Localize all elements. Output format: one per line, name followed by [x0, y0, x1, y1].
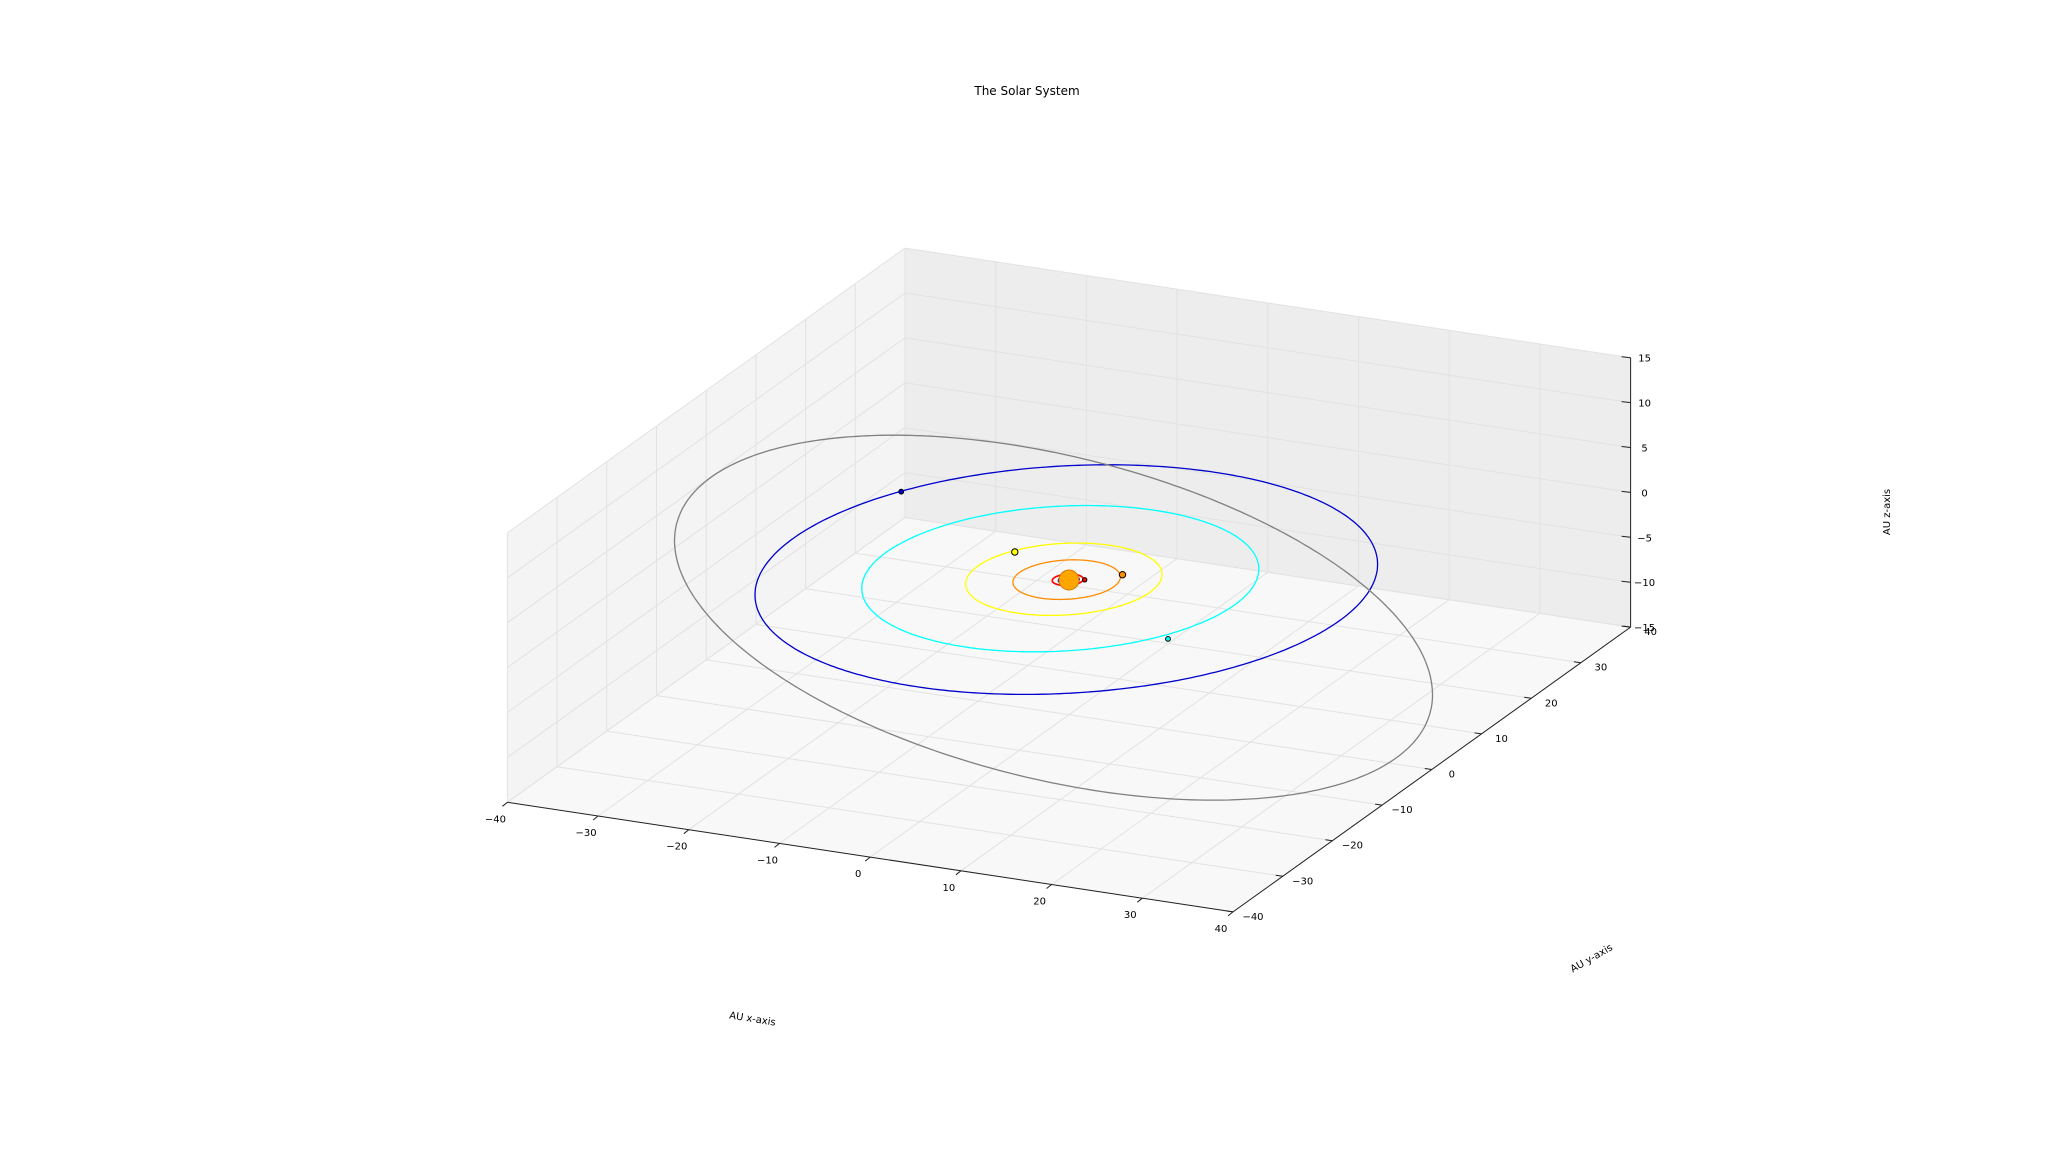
z-gridline-back: [904, 472, 1631, 583]
orbit-lines: [673, 434, 1434, 801]
z-gridline-side: [507, 292, 906, 579]
z-tick-mark: [1621, 446, 1631, 448]
y-tick-label: 40: [1644, 627, 1657, 638]
z-tick-label: 5: [1641, 444, 1647, 455]
x-tick-label: 0: [855, 869, 861, 880]
z-tick-mark: [1621, 580, 1631, 583]
y-tick-label: 10: [1495, 734, 1508, 745]
y-tick-label: −10: [1392, 805, 1413, 816]
z-tick-label: −15: [1634, 623, 1655, 634]
planet-marker: [1118, 571, 1127, 579]
y-tick-label: −40: [1242, 912, 1263, 923]
z-tick-mark: [1621, 401, 1631, 404]
z-gridline-side: [507, 472, 906, 758]
planet-marker: [898, 488, 905, 495]
orbit-line: [1012, 559, 1122, 601]
y-gridline-floor: [706, 659, 1432, 770]
y-gridline-floor: [855, 552, 1581, 664]
y-tick-mark: [1325, 839, 1333, 842]
z-gridline-side: [507, 427, 906, 713]
planet-markers: [898, 488, 1171, 642]
x-tick-mark: [502, 801, 508, 807]
y-gridline-floor: [606, 730, 1333, 842]
y-gridline-floor: [755, 623, 1482, 735]
z-tick-mark: [1621, 535, 1631, 538]
z-tick-mark: [1621, 490, 1631, 493]
z-gridline-side: [507, 247, 906, 534]
z-tick-label: 10: [1638, 399, 1651, 410]
chart-title: The Solar System: [973, 84, 1079, 98]
z-tick-label: 0: [1641, 488, 1647, 499]
z-axis-label: AU z-axis: [1882, 489, 1893, 535]
x-tick-label: −20: [666, 842, 687, 853]
y-tick-mark: [1474, 732, 1482, 735]
y-tick-mark: [1375, 803, 1383, 806]
x-tick-label: 40: [1215, 924, 1228, 935]
x-tick-mark: [683, 829, 690, 835]
y-tick-label: 0: [1449, 770, 1455, 781]
x-tick-label: −30: [576, 828, 597, 839]
z-gridline-side: [507, 382, 906, 669]
y-tick-label: 30: [1595, 663, 1608, 674]
y-tick-label: 20: [1545, 698, 1558, 709]
z-gridline-side: [507, 517, 906, 803]
x-axis-label: AU x-axis: [728, 1010, 776, 1028]
z-tick-label: −10: [1634, 578, 1655, 589]
y-tick-label: −20: [1342, 841, 1363, 852]
x-tick-mark: [774, 843, 780, 848]
y-tick-mark: [1275, 874, 1283, 877]
orbit-line: [964, 542, 1163, 617]
orbit-line: [754, 464, 1379, 696]
x-tick-mark: [1136, 897, 1143, 903]
sun-marker: [1058, 569, 1080, 591]
y-tick-mark: [1225, 910, 1234, 913]
x-tick-mark: [592, 815, 599, 821]
z-gridline-back: [904, 517, 1631, 628]
z-gridline-back: [904, 247, 1631, 359]
x-tick-mark: [864, 856, 871, 862]
y-tick-mark: [1424, 768, 1432, 770]
z-gridline-back: [904, 382, 1631, 493]
x-tick-label: −10: [757, 855, 778, 866]
y-axis-label: AU y-axis: [1569, 942, 1615, 975]
z-gridline-back: [904, 292, 1631, 404]
x-tick-label: 10: [943, 883, 956, 894]
axis-ticks: −40 −30 −20 −10 0 10 20 30 40 −40 −30 −20 −10 0 10 20 30…: [485, 354, 1657, 935]
y-tick-mark: [1573, 661, 1581, 664]
x-tick-label: 30: [1124, 910, 1137, 921]
z-tick-mark: [1621, 356, 1631, 359]
y-tick-label: −30: [1292, 876, 1313, 887]
y-gridline-floor: [557, 766, 1283, 877]
x-tick-label: 20: [1033, 897, 1046, 908]
z-tick-label: −5: [1637, 533, 1652, 544]
y-gridline-floor: [805, 588, 1532, 699]
planet-marker: [1165, 636, 1171, 642]
y-tick-mark: [1524, 696, 1532, 699]
planet-marker: [1082, 577, 1088, 583]
x-tick-mark: [1227, 911, 1234, 917]
x-tick-mark: [955, 870, 962, 876]
orbit-line: [673, 434, 1434, 801]
x-tick-label: −40: [485, 814, 506, 825]
planet-marker: [1011, 548, 1019, 556]
x-tick-mark: [1046, 884, 1052, 889]
y-gridline-floor: [656, 695, 1383, 806]
z-tick-label: 15: [1638, 354, 1651, 365]
z-tick-mark: [1621, 625, 1631, 628]
orbit-line: [861, 504, 1260, 653]
z-gridline-back: [904, 337, 1631, 448]
